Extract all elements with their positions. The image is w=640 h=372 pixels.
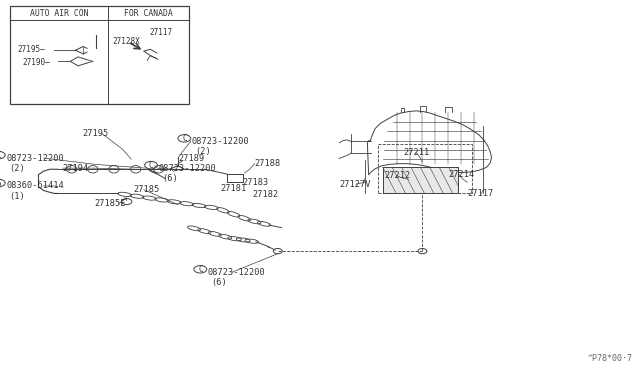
Text: C: C — [148, 161, 154, 170]
Text: (1): (1) — [10, 192, 26, 201]
Text: 27117: 27117 — [150, 28, 173, 37]
Text: 27181: 27181 — [221, 185, 247, 193]
Text: 27117: 27117 — [467, 189, 493, 198]
Text: (2): (2) — [195, 147, 211, 156]
Text: AUTO AIR CON: AUTO AIR CON — [29, 9, 88, 17]
Text: 27195: 27195 — [82, 129, 108, 138]
Text: 08723-12200: 08723-12200 — [6, 154, 64, 163]
Text: C: C — [0, 151, 1, 160]
Text: 27195—: 27195— — [18, 45, 45, 54]
Text: (2): (2) — [10, 164, 26, 173]
Text: 27194: 27194 — [63, 164, 89, 173]
Bar — [378, 144, 472, 193]
Bar — [10, 6, 189, 104]
Text: 27190—: 27190— — [22, 58, 50, 67]
Text: 27188: 27188 — [255, 159, 281, 168]
Text: 27189: 27189 — [178, 154, 204, 163]
Text: C: C — [198, 265, 203, 274]
Text: 27212: 27212 — [384, 171, 410, 180]
Text: 27128X: 27128X — [113, 37, 140, 46]
Text: 08723-12200: 08723-12200 — [192, 137, 250, 146]
Text: (6): (6) — [162, 174, 178, 183]
Text: 27214: 27214 — [448, 170, 474, 179]
Text: C: C — [182, 134, 187, 143]
Text: 08723-12200: 08723-12200 — [208, 268, 266, 277]
Text: 27183: 27183 — [242, 178, 268, 187]
Text: 08723-12200: 08723-12200 — [159, 164, 216, 173]
Text: S: S — [0, 179, 1, 187]
Text: ^P78*00·7: ^P78*00·7 — [588, 354, 632, 363]
Text: 08360-61414: 08360-61414 — [6, 182, 64, 190]
Text: (6): (6) — [211, 278, 227, 287]
Text: FOR CANADA: FOR CANADA — [124, 9, 173, 17]
Text: 27182: 27182 — [253, 190, 279, 199]
Text: 27185: 27185 — [133, 185, 159, 194]
Bar — [383, 167, 458, 193]
Text: 27127V: 27127V — [339, 180, 371, 189]
Text: 27185E: 27185E — [95, 199, 126, 208]
Text: 27211: 27211 — [403, 148, 429, 157]
